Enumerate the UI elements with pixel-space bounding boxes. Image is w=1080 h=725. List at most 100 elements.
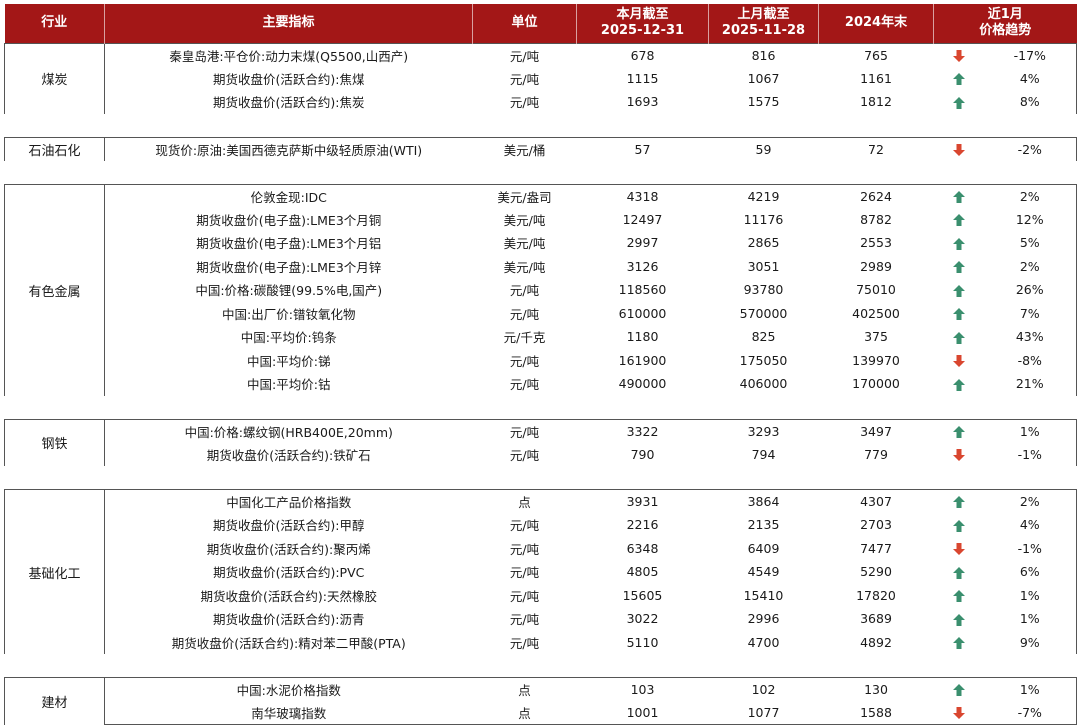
current-value-cell: 118560	[618, 282, 667, 298]
change-cell: -2%	[983, 136, 1078, 161]
indicator-cell: 中国:价格:碳酸锂(99.5%电,国产)	[195, 283, 383, 299]
group-spacer	[5, 161, 1077, 185]
arrow-up-icon	[952, 94, 966, 109]
group-spacer-cell	[5, 396, 1077, 420]
unit-cell: 元/吨	[509, 95, 540, 111]
header-current: 本月截至 2025-12-31	[576, 4, 709, 43]
unit-cell: 元/吨	[509, 283, 540, 299]
arrow-up-icon	[952, 259, 966, 274]
current-value-cell: 1001	[576, 701, 709, 725]
header-unit: 单位	[472, 4, 577, 43]
current-value-cell: 3322	[576, 418, 709, 443]
previous-value-cell: 816	[708, 42, 819, 67]
year-end-value-cell: 5290	[860, 564, 892, 580]
indicator-cell: 秦皇岛港:平仓价:动力末煤(Q5500,山西产)	[104, 42, 473, 67]
previous-value-cell: 102	[708, 677, 819, 701]
current-value-cell: 103	[576, 677, 709, 701]
unit-cell: 元/吨	[509, 518, 540, 534]
industry-cell: 钢铁	[4, 418, 105, 466]
group-spacer	[5, 114, 1077, 138]
change-cell: -1%	[983, 442, 1078, 466]
table-row: 期货收盘价(活跃合约):聚丙烯 元/吨 6348 6409 7477 -1%	[5, 536, 1078, 560]
arrow-up-icon	[952, 212, 966, 227]
group-spacer	[5, 396, 1077, 420]
unit-cell: 元/吨	[509, 306, 540, 322]
year-end-value-cell: 1161	[860, 70, 892, 86]
indicator-cell: 中国:平均价:锑	[247, 353, 331, 369]
unit-cell: 元/吨	[472, 418, 577, 443]
trend-arrow-cell	[934, 443, 984, 467]
previous-value-cell: 794	[751, 446, 776, 462]
group-spacer	[5, 654, 1077, 678]
unit-cell: 元/吨	[509, 377, 540, 393]
table-row: 期货收盘价(电子盘):LME3个月铝 美元/吨 2997 2865 2553 5%	[5, 231, 1078, 255]
change-cell: 5%	[983, 231, 1078, 255]
trend-arrow-cell	[933, 418, 984, 443]
table-row: 煤炭 秦皇岛港:平仓价:动力末煤(Q5500,山西产) 元/吨 678 816 765 -1…	[4, 42, 1078, 114]
current-value-cell: 4805	[626, 564, 659, 580]
group-spacer-cell	[5, 161, 1077, 185]
year-end-value-cell: 4307	[818, 489, 934, 513]
header-indicator: 主要指标	[104, 4, 473, 43]
table-row: 期货收盘价(活跃合约):铁矿石 元/吨 790 794 779 -1%	[5, 442, 1078, 467]
trend-arrow-cell	[934, 278, 984, 302]
previous-value-cell: 2996	[747, 611, 780, 627]
year-end-value-cell: 170000	[852, 376, 900, 392]
year-end-value-cell: 7477	[860, 540, 892, 556]
indicator-cell: 中国:出厂价:镨钕氧化物	[222, 306, 356, 322]
indicator-cell: 期货收盘价(活跃合约):PVC	[213, 565, 365, 581]
unit-cell: 元/吨	[509, 588, 540, 604]
indicator-cell: 中国:平均价:钴	[247, 377, 331, 393]
indicator-cell: 期货收盘价(电子盘):LME3个月铝	[196, 236, 382, 252]
unit-cell: 美元/桶	[472, 136, 577, 161]
current-value-cell: 2216	[626, 517, 659, 533]
industry-cell: 建材	[4, 677, 105, 725]
trend-arrow-cell	[933, 42, 984, 67]
year-end-value-cell: 375	[864, 329, 888, 345]
year-end-value-cell: 2553	[860, 235, 892, 251]
year-end-value-cell: 402500	[852, 305, 900, 321]
indicator-cell: 期货收盘价(活跃合约):焦炭	[213, 95, 365, 111]
current-value-cell: 5110	[626, 634, 659, 650]
year-end-value-cell: 2624	[818, 183, 934, 208]
arrow-up-icon	[952, 376, 966, 391]
year-end-value-cell: 3689	[860, 611, 892, 627]
industry-cell: 石油石化	[4, 136, 105, 161]
previous-value-cell: 2135	[747, 517, 780, 533]
indicator-cell: 期货收盘价(电子盘):LME3个月锌	[196, 259, 382, 275]
current-value-cell: 4318	[576, 183, 709, 208]
previous-value-cell: 11176	[743, 211, 784, 227]
industry-cell: 煤炭	[4, 42, 105, 114]
indicator-cell: 中国化工产品价格指数	[104, 489, 473, 513]
year-end-value-cell: 139970	[852, 352, 900, 368]
table-row: 中国:价格:碳酸锂(99.5%电,国产) 元/吨 118560 93780 75010 2…	[5, 278, 1078, 302]
previous-value-cell: 3293	[708, 418, 819, 443]
change-cell: 21%	[983, 372, 1078, 396]
unit-cell: 元/吨	[509, 353, 540, 369]
current-value-cell: 2997	[626, 235, 659, 251]
header-year-end: 2024年末	[818, 4, 934, 43]
current-value-cell: 678	[576, 42, 709, 67]
arrow-down-icon	[952, 705, 966, 720]
previous-value-cell: 93780	[743, 282, 784, 298]
current-value-cell: 1180	[626, 329, 659, 345]
unit-cell: 元/吨	[509, 71, 540, 87]
table-row: 期货收盘价(电子盘):LME3个月锌 美元/吨 3126 3051 2989 2%	[5, 254, 1078, 278]
change-cell: 2%	[983, 183, 1078, 208]
previous-value-cell: 825	[751, 329, 776, 345]
group-spacer-cell	[5, 114, 1077, 138]
previous-value-cell: 4700	[747, 634, 780, 650]
trend-arrow-cell	[934, 90, 984, 114]
table-row: 期货收盘价(电子盘):LME3个月铜 美元/吨 12497 11176 8782 12%	[5, 207, 1078, 231]
header-trend-line2: 价格趋势	[979, 23, 1032, 39]
header-previous: 上月截至 2025-11-28	[708, 4, 819, 43]
year-end-value-cell: 779	[864, 446, 888, 462]
unit-cell: 点	[472, 701, 577, 725]
table-row: 期货收盘价(活跃合约):焦煤 元/吨 1115 1067 1161 4%	[5, 66, 1078, 90]
arrow-up-icon	[952, 235, 966, 250]
change-cell: 26%	[983, 278, 1078, 302]
year-end-value-cell: 2703	[860, 517, 892, 533]
unit-cell: 元/吨	[509, 541, 540, 557]
table-row: 中国:平均价:锑 元/吨 161900 175050 139970 -8%	[5, 348, 1078, 372]
trend-arrow-cell	[934, 560, 984, 584]
